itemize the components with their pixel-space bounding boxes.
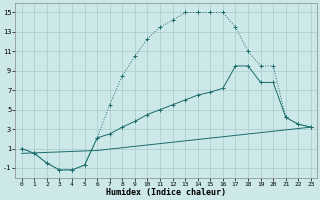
X-axis label: Humidex (Indice chaleur): Humidex (Indice chaleur) (106, 188, 226, 197)
